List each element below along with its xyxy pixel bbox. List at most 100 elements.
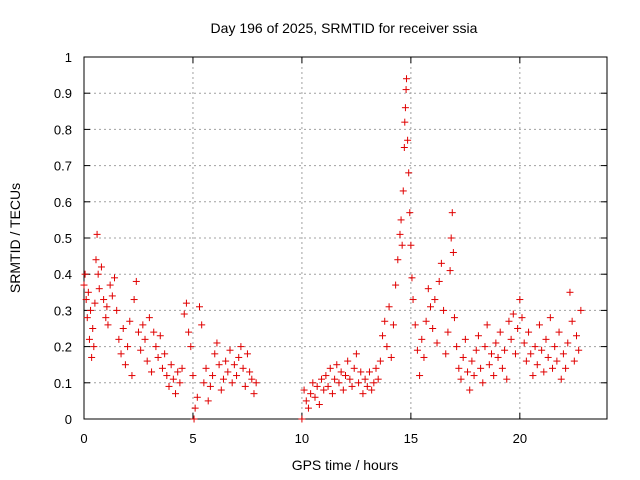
data-point	[416, 372, 424, 380]
data-point	[370, 379, 378, 387]
data-point	[398, 241, 406, 249]
data-point	[387, 353, 395, 361]
data-point	[466, 386, 474, 394]
y-tick-labels: 0 0.1 0.2 0.3 0.4 0.5 0.6 0.7 0.8 0.9 1	[54, 50, 72, 427]
data-point	[167, 361, 175, 369]
data-point	[233, 372, 241, 380]
data-point	[413, 346, 421, 354]
data-point	[424, 285, 432, 293]
data-point	[474, 332, 482, 340]
data-point	[409, 296, 417, 304]
data-point	[119, 325, 127, 332]
data-point	[361, 375, 369, 383]
data-point	[501, 346, 509, 354]
y-tick-label: 0	[65, 412, 72, 427]
data-point	[145, 314, 153, 322]
data-point	[562, 364, 570, 372]
x-axis-label: GPS time / hours	[292, 457, 399, 473]
data-point	[555, 328, 563, 336]
data-point	[553, 357, 561, 365]
data-point	[108, 292, 116, 300]
grid-lines	[84, 57, 607, 419]
data-point	[326, 364, 334, 372]
data-point	[206, 382, 214, 390]
data-point	[322, 372, 330, 380]
data-point	[399, 187, 407, 195]
y-tick-label: 0.9	[54, 86, 72, 101]
data-point	[124, 343, 132, 351]
data-point	[143, 357, 151, 365]
data-point	[202, 364, 210, 372]
data-point	[468, 357, 476, 365]
data-point	[156, 332, 164, 340]
data-point	[394, 256, 402, 264]
data-point	[106, 281, 114, 289]
y-axis-label: SRMTID / TECUs	[7, 183, 23, 293]
data-point	[161, 350, 169, 358]
data-point	[189, 372, 197, 380]
data-point	[408, 274, 416, 282]
data-point	[549, 364, 557, 372]
data-point	[165, 382, 173, 390]
data-point	[355, 379, 363, 387]
data-point	[401, 104, 409, 112]
data-point	[420, 353, 428, 361]
y-tick-label: 0.2	[54, 340, 72, 355]
data-point	[401, 118, 409, 126]
data-point	[559, 350, 567, 358]
data-point	[383, 343, 391, 351]
data-point	[546, 314, 554, 322]
y-tick-label: 0.5	[54, 231, 72, 246]
data-point	[211, 350, 219, 358]
data-point	[418, 335, 426, 343]
data-point	[191, 404, 199, 412]
data-point	[529, 372, 537, 380]
data-point	[141, 335, 149, 343]
data-point	[481, 343, 489, 351]
data-point	[533, 361, 541, 369]
data-point	[235, 353, 243, 361]
data-point	[224, 368, 232, 376]
data-point	[402, 86, 410, 94]
data-point	[126, 317, 134, 325]
data-point	[572, 332, 580, 340]
data-point	[535, 321, 543, 329]
data-point	[461, 335, 469, 343]
data-point	[348, 382, 356, 390]
data-point	[217, 386, 225, 394]
data-point	[498, 364, 506, 372]
x-tick-label: 0	[80, 431, 87, 446]
data-point	[472, 346, 480, 354]
data-point	[359, 390, 367, 398]
data-point	[511, 350, 519, 358]
data-point	[448, 209, 456, 217]
data-point	[328, 390, 336, 398]
data-point	[342, 372, 349, 380]
data-point	[368, 386, 376, 394]
y-tick-label: 0.7	[54, 159, 72, 174]
data-point	[94, 270, 102, 278]
data-point	[479, 379, 487, 387]
data-point	[538, 346, 546, 354]
data-point	[298, 415, 306, 423]
data-point	[422, 317, 430, 325]
data-point	[311, 393, 319, 401]
data-point	[400, 144, 408, 151]
data-point	[190, 415, 198, 423]
data-point	[365, 368, 373, 376]
data-point	[84, 288, 92, 296]
data-point	[309, 379, 317, 387]
data-point	[577, 306, 585, 314]
data-point	[433, 339, 441, 347]
data-point	[128, 372, 136, 380]
data-point	[158, 364, 166, 372]
x-tick-label: 15	[404, 431, 418, 446]
data-point	[374, 375, 382, 383]
data-point	[318, 375, 326, 383]
data-point	[169, 375, 177, 383]
data-point	[95, 285, 103, 293]
data-point	[111, 274, 119, 282]
data-point	[496, 328, 504, 336]
data-point	[450, 314, 458, 322]
data-point	[195, 303, 203, 311]
